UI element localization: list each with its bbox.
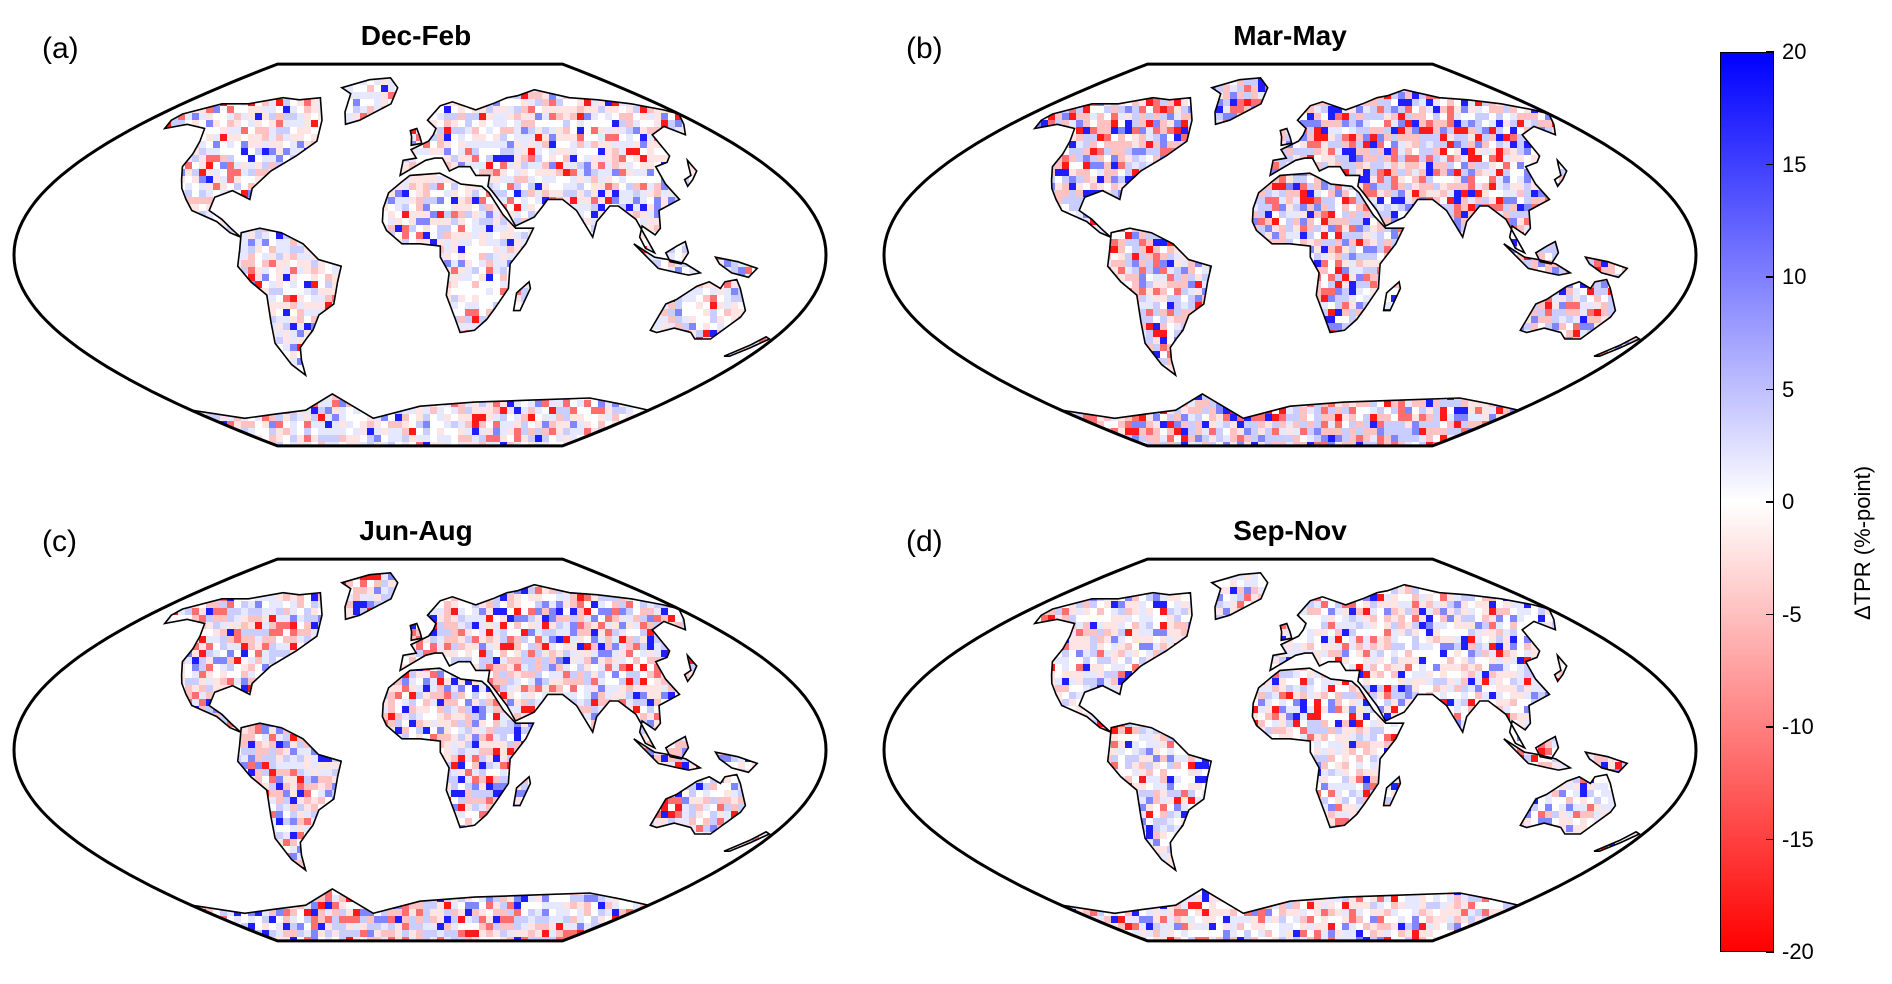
coastline-madagascar xyxy=(1382,280,1402,312)
colorbar-tick-label: 20 xyxy=(1782,39,1806,65)
coastline-greenland xyxy=(1209,76,1269,126)
map-jun-aug xyxy=(12,557,828,943)
coastline-indonesia xyxy=(1503,243,1573,276)
colorbar-gradient xyxy=(1720,52,1774,952)
colorbar-tick-label: 10 xyxy=(1782,264,1806,290)
coastline-africa xyxy=(381,667,535,829)
colorbar-tick-label: -15 xyxy=(1782,827,1814,853)
coastline-japan xyxy=(1553,157,1568,188)
coastline-north-america xyxy=(1032,96,1193,238)
coastline-south-america xyxy=(1106,227,1213,378)
map-frame xyxy=(882,62,1698,448)
coastline-greenland xyxy=(1209,571,1269,621)
coastline-borneo xyxy=(664,735,690,760)
coastline-indonesia xyxy=(1503,738,1573,771)
coastline-uk xyxy=(1279,127,1293,147)
coastline-japan xyxy=(683,157,698,188)
coastline-australia xyxy=(649,773,747,835)
map-mar-may xyxy=(882,62,1698,448)
coastline-north-america xyxy=(162,96,323,238)
land-field xyxy=(164,572,770,941)
coastline-newguinea xyxy=(713,256,759,279)
coastline-borneo xyxy=(664,240,690,265)
coastline-south-america xyxy=(1106,722,1213,873)
colorbar-tick-mark xyxy=(1766,276,1774,278)
coastline-north-america xyxy=(1032,591,1193,733)
coastline-nz xyxy=(723,335,772,357)
coastline-indonesia xyxy=(633,243,703,276)
panel-title: Mar-May xyxy=(1090,20,1490,52)
panel-title: Sep-Nov xyxy=(1090,515,1490,547)
colorbar-tick-label: -20 xyxy=(1782,939,1814,965)
coastline-uk xyxy=(409,127,423,147)
coastline-australia xyxy=(1519,773,1617,835)
coastline-greenland xyxy=(339,76,399,126)
coastline-africa xyxy=(1251,667,1405,829)
coastline-newguinea xyxy=(1583,751,1629,774)
colorbar-tick-label: -5 xyxy=(1782,602,1802,628)
coastline-greenland xyxy=(339,571,399,621)
coastline-newguinea xyxy=(1583,256,1629,279)
coastline-japan xyxy=(1553,652,1568,683)
map-sep-nov xyxy=(882,557,1698,943)
panel-a: (a) Dec-Feb xyxy=(0,0,860,470)
panel-b: (b) Mar-May xyxy=(880,0,1740,470)
map-frame xyxy=(12,557,828,943)
colorbar-tick-label: 0 xyxy=(1782,489,1794,515)
coastline-south-america xyxy=(236,722,343,873)
colorbar-tick-label: 15 xyxy=(1782,152,1806,178)
coastline-nz xyxy=(1593,335,1642,357)
coastline-africa xyxy=(381,172,535,334)
coastline-europe-asia xyxy=(398,88,687,255)
coastline-nz xyxy=(1593,830,1642,852)
panel-title: Jun-Aug xyxy=(216,515,616,547)
coastline-europe-asia xyxy=(398,583,687,750)
land-field xyxy=(1034,572,1640,941)
colorbar-tick-mark xyxy=(1766,51,1774,53)
map-frame xyxy=(882,557,1698,943)
map-frame xyxy=(12,62,828,448)
map-dec-feb xyxy=(12,62,828,448)
coastline-madagascar xyxy=(1382,775,1402,807)
coastline-indonesia xyxy=(633,738,703,771)
colorbar-tick-mark xyxy=(1766,388,1774,390)
coastline-madagascar xyxy=(512,775,532,807)
coastline-uk xyxy=(1279,622,1293,642)
colorbar-tick-label: -10 xyxy=(1782,714,1814,740)
panel-title: Dec-Feb xyxy=(216,20,616,52)
coastline-japan xyxy=(683,652,698,683)
coastline-australia xyxy=(1519,278,1617,340)
colorbar: 20 15 10 5 0 -5 -10 -15 -20 xyxy=(1720,39,1814,964)
coastline-north-america xyxy=(162,591,323,733)
coastline-europe-asia xyxy=(1268,583,1557,750)
coastline-australia xyxy=(649,278,747,340)
panel-letter: (a) xyxy=(42,32,79,66)
coastline-borneo xyxy=(1534,240,1560,265)
colorbar-tick-mark xyxy=(1766,613,1774,615)
panel-letter: (b) xyxy=(906,32,943,66)
colorbar-tick-mark xyxy=(1766,726,1774,728)
colorbar-tick-label: 5 xyxy=(1782,377,1794,403)
colorbar-tick-mark xyxy=(1766,163,1774,165)
panel-d: (d) Sep-Nov xyxy=(880,495,1740,965)
land-field xyxy=(1034,77,1640,446)
coastline-nz xyxy=(723,830,772,852)
colorbar-tick-mark xyxy=(1766,501,1774,503)
coastline-europe-asia xyxy=(1268,88,1557,255)
panel-c: (c) Jun-Aug xyxy=(0,495,860,965)
coastline-borneo xyxy=(1534,735,1560,760)
land-field xyxy=(164,77,770,446)
coastline-south-america xyxy=(236,227,343,378)
coastline-madagascar xyxy=(512,280,532,312)
coastline-uk xyxy=(409,622,423,642)
coastline-africa xyxy=(1251,172,1405,334)
colorbar-label: ΔTPR (%-point) xyxy=(1850,466,1876,620)
panel-letter: (d) xyxy=(906,525,943,559)
colorbar-tick-mark xyxy=(1766,951,1774,953)
colorbar-tick-mark xyxy=(1766,838,1774,840)
panel-letter: (c) xyxy=(42,525,77,559)
coastline-newguinea xyxy=(713,751,759,774)
